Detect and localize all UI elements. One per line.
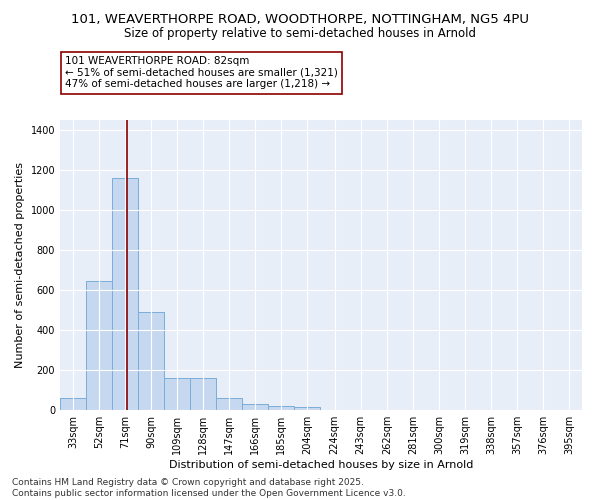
Bar — [294, 407, 320, 410]
Bar — [268, 406, 294, 410]
Text: Contains HM Land Registry data © Crown copyright and database right 2025.
Contai: Contains HM Land Registry data © Crown c… — [12, 478, 406, 498]
Bar — [138, 312, 164, 410]
Bar — [60, 398, 86, 410]
Bar — [216, 398, 242, 410]
Bar — [190, 378, 216, 410]
Text: 101, WEAVERTHORPE ROAD, WOODTHORPE, NOTTINGHAM, NG5 4PU: 101, WEAVERTHORPE ROAD, WOODTHORPE, NOTT… — [71, 12, 529, 26]
Y-axis label: Number of semi-detached properties: Number of semi-detached properties — [15, 162, 25, 368]
Bar — [164, 378, 190, 410]
Text: 101 WEAVERTHORPE ROAD: 82sqm
← 51% of semi-detached houses are smaller (1,321)
4: 101 WEAVERTHORPE ROAD: 82sqm ← 51% of se… — [65, 56, 338, 90]
X-axis label: Distribution of semi-detached houses by size in Arnold: Distribution of semi-detached houses by … — [169, 460, 473, 470]
Text: Size of property relative to semi-detached houses in Arnold: Size of property relative to semi-detach… — [124, 28, 476, 40]
Bar — [242, 404, 268, 410]
Bar — [86, 281, 112, 410]
Bar — [112, 178, 137, 410]
